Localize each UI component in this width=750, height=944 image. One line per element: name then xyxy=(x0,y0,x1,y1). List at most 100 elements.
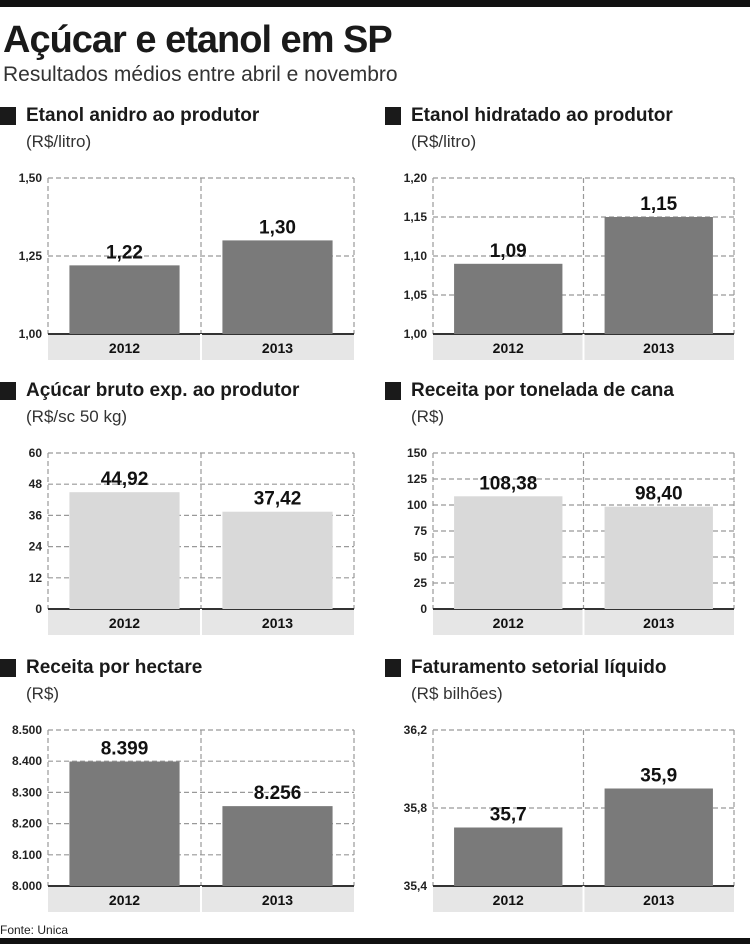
y-tick-label: 8.200 xyxy=(12,817,42,831)
data-label: 44,92 xyxy=(101,469,149,490)
chart-panel-acucar-bruto: Açúcar bruto exp. ao produtor (R$/sc 50 … xyxy=(0,379,370,639)
data-label: 108,38 xyxy=(479,473,537,494)
chart-title: Receita por hectare xyxy=(26,657,203,678)
bar-2013 xyxy=(222,806,333,886)
x-tick-label: 2013 xyxy=(643,892,674,908)
x-tick-label: 2013 xyxy=(262,340,293,356)
top-rule xyxy=(0,0,750,7)
bar-2013 xyxy=(604,506,713,609)
y-tick-label: 125 xyxy=(407,472,427,486)
x-tick-label: 2012 xyxy=(493,615,524,631)
bar-2013 xyxy=(604,217,713,334)
y-tick-label: 1,00 xyxy=(404,327,428,341)
x-tick-label: 2012 xyxy=(109,615,140,631)
data-label: 8.399 xyxy=(101,739,149,760)
y-tick-label: 24 xyxy=(29,540,43,554)
data-label: 35,7 xyxy=(490,805,527,826)
source-note: Fonte: Unica xyxy=(0,923,69,937)
x-tick-label: 2012 xyxy=(109,340,140,356)
chart-title: Açúcar bruto exp. ao produtor xyxy=(26,380,300,401)
x-tick-label: 2012 xyxy=(493,340,524,356)
y-tick-label: 8.400 xyxy=(12,754,42,768)
y-tick-label: 8.100 xyxy=(12,848,42,862)
y-tick-label: 1,05 xyxy=(404,288,428,302)
panel-bullet xyxy=(385,659,401,677)
x-tick-label: 2012 xyxy=(493,892,524,908)
bar-2012 xyxy=(454,263,563,334)
chart-unit: (R$ bilhões) xyxy=(411,684,503,703)
data-label: 1,15 xyxy=(640,194,677,215)
chart-unit: (R$) xyxy=(26,684,60,703)
page-subtitle: Resultados médios entre abril e novembro xyxy=(3,63,398,86)
y-tick-label: 0 xyxy=(420,602,427,616)
data-label: 98,40 xyxy=(635,484,683,505)
chart-svg-receita-tonelada: 0 25 50 75 100 125 150 108,38 2012 98,40 2013 xyxy=(407,446,735,635)
data-label: 8.256 xyxy=(254,783,302,804)
chart-unit: (R$/sc 50 kg) xyxy=(26,407,128,426)
chart-svg-faturamento: 35,4 35,8 36,2 35,7 2012 35,9 2013 xyxy=(404,723,735,912)
y-tick-label: 36 xyxy=(29,508,43,522)
chart-unit: (R$/litro) xyxy=(26,132,92,151)
panel-bullet xyxy=(0,659,16,677)
bar-2013 xyxy=(604,788,713,886)
chart-panel-faturamento: Faturamento setorial líquido (R$ bilhões… xyxy=(385,656,750,916)
y-tick-label: 100 xyxy=(407,498,427,512)
y-tick-label: 36,2 xyxy=(404,723,428,737)
panel-bullet xyxy=(0,382,16,400)
x-tick-label: 2013 xyxy=(262,615,293,631)
page-title: Açúcar e etanol em SP xyxy=(3,19,393,61)
chart-svg-acucar-bruto: 0 12 24 36 48 60 44,92 2012 37,42 2013 xyxy=(29,446,355,635)
y-tick-label: 1,50 xyxy=(19,171,43,185)
bar-2012 xyxy=(69,492,180,609)
chart-title: Faturamento setorial líquido xyxy=(411,657,667,678)
bar-2013 xyxy=(222,511,333,609)
y-tick-label: 0 xyxy=(35,602,42,616)
y-tick-label: 1,15 xyxy=(404,210,428,224)
y-tick-label: 50 xyxy=(414,550,428,564)
bar-2012 xyxy=(454,496,563,609)
data-label: 1,09 xyxy=(490,241,527,262)
y-tick-label: 35,4 xyxy=(404,879,428,893)
x-tick-label: 2012 xyxy=(109,892,140,908)
bar-2013 xyxy=(222,240,333,334)
panel-bullet xyxy=(0,107,16,125)
chart-panel-etanol-hidratado: Etanol hidratado ao produtor (R$/litro) … xyxy=(385,104,750,364)
y-tick-label: 1,10 xyxy=(404,249,428,263)
data-label: 1,30 xyxy=(259,217,296,238)
y-tick-label: 150 xyxy=(407,446,427,460)
chart-panel-receita-tonelada: Receita por tonelada de cana (R$) 0 25 50 7… xyxy=(385,379,750,639)
y-tick-label: 75 xyxy=(414,524,428,538)
bar-2012 xyxy=(69,761,180,886)
bar-2012 xyxy=(454,827,563,886)
y-tick-label: 60 xyxy=(29,446,43,460)
y-tick-label: 35,8 xyxy=(404,801,428,815)
chart-unit: (R$/litro) xyxy=(411,132,477,151)
y-tick-label: 48 xyxy=(29,477,43,491)
y-tick-label: 12 xyxy=(29,571,43,585)
chart-svg-receita-hectare: 8.000 8.100 8.200 8.300 8.400 8.500 8.399 2012 8… xyxy=(12,723,355,912)
bottom-rule xyxy=(0,938,750,944)
chart-svg-etanol-hidratado: 1,00 1,05 1,10 1,15 1,20 1,09 2012 1,15 2013 xyxy=(404,171,735,360)
panel-bullet xyxy=(385,107,401,125)
chart-title: Etanol hidratado ao produtor xyxy=(411,105,673,126)
y-tick-label: 1,25 xyxy=(19,249,43,263)
y-tick-label: 8.500 xyxy=(12,723,42,737)
x-tick-label: 2013 xyxy=(643,615,674,631)
chart-unit: (R$) xyxy=(411,407,445,426)
x-tick-label: 2013 xyxy=(262,892,293,908)
x-tick-label: 2013 xyxy=(643,340,674,356)
chart-title: Etanol anidro ao produtor xyxy=(26,105,260,126)
data-label: 35,9 xyxy=(640,766,677,787)
y-tick-label: 1,20 xyxy=(404,171,428,185)
y-tick-label: 25 xyxy=(414,576,428,590)
y-tick-label: 8.000 xyxy=(12,879,42,893)
chart-panel-receita-hectare: Receita por hectare (R$) 8.000 8.100 8.200… xyxy=(0,656,370,916)
panel-bullet xyxy=(385,382,401,400)
bar-2012 xyxy=(69,265,180,334)
y-tick-label: 1,00 xyxy=(19,327,43,341)
chart-panel-etanol-anidro: Etanol anidro ao produtor (R$/litro) 1,0… xyxy=(0,104,370,364)
data-label: 37,42 xyxy=(254,489,302,510)
chart-svg-etanol-anidro: 1,00 1,25 1,50 1,22 2012 1,30 2013 xyxy=(19,171,355,360)
chart-title: Receita por tonelada de cana xyxy=(411,380,674,401)
y-tick-label: 8.300 xyxy=(12,785,42,799)
